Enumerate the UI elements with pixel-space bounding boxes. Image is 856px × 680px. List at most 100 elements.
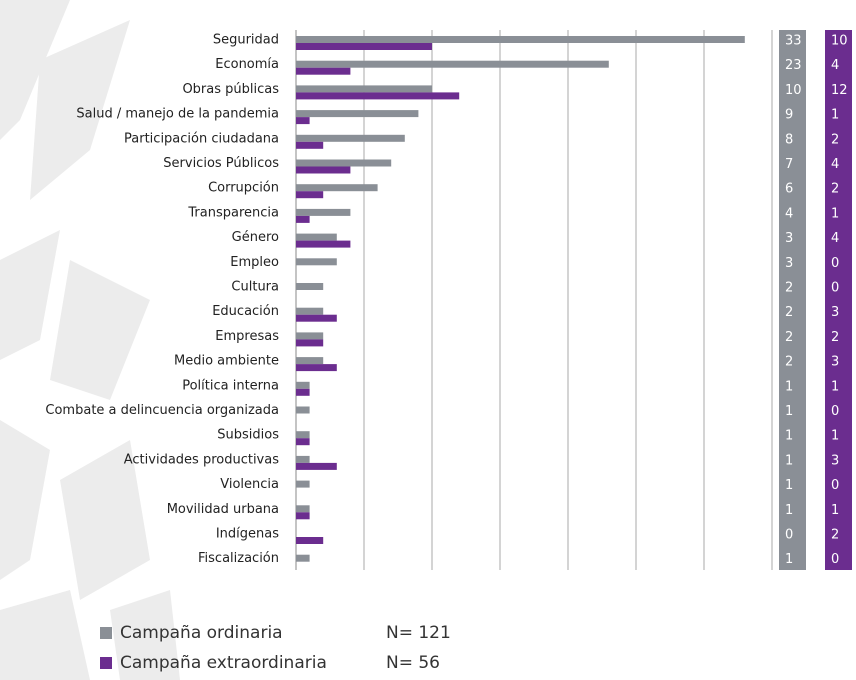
value-label: 1 xyxy=(785,404,793,419)
value-label: 6 xyxy=(785,182,793,197)
value-label: 1 xyxy=(785,429,793,444)
bar xyxy=(296,110,419,118)
value-label: 2 xyxy=(831,528,839,543)
value-label: 2 xyxy=(785,330,793,345)
category-label: Indígenas xyxy=(216,527,279,542)
category-label: Economía xyxy=(215,57,279,72)
value-label: 2 xyxy=(831,132,839,147)
bar xyxy=(296,480,310,488)
bar xyxy=(296,117,310,125)
value-column xyxy=(779,30,806,570)
value-label: 8 xyxy=(785,132,793,147)
legend-swatch xyxy=(100,627,112,639)
value-label: 3 xyxy=(785,231,793,246)
category-label: Subsidios xyxy=(217,428,279,443)
value-label: 23 xyxy=(785,58,802,73)
value-column xyxy=(825,30,852,570)
bar xyxy=(296,43,432,50)
value-label: 2 xyxy=(785,305,793,320)
value-label: 33 xyxy=(785,34,802,49)
bar xyxy=(296,455,310,463)
bar xyxy=(296,332,324,340)
value-label: 10 xyxy=(831,34,848,49)
bar xyxy=(296,364,337,372)
value-label: 1 xyxy=(831,379,839,394)
value-label: 4 xyxy=(785,206,793,221)
value-label: 2 xyxy=(785,355,793,370)
legend-note: N= 56 xyxy=(386,653,440,673)
value-label: 3 xyxy=(831,453,839,468)
category-label: Combate a delincuencia organizada xyxy=(45,403,279,418)
bar xyxy=(296,339,324,347)
bar xyxy=(296,438,310,446)
value-label: 0 xyxy=(831,256,839,271)
bar xyxy=(296,191,324,199)
value-label: 1 xyxy=(785,478,793,493)
category-label: Actividades productivas xyxy=(124,452,279,467)
value-label: 10 xyxy=(785,83,802,98)
bar xyxy=(296,406,310,414)
bar xyxy=(296,258,337,266)
value-label: 1 xyxy=(785,453,793,468)
value-label: 12 xyxy=(831,83,848,98)
bar xyxy=(296,283,324,290)
bar xyxy=(296,215,310,223)
bar xyxy=(296,505,310,513)
value-label: 1 xyxy=(831,503,839,518)
legend-swatch xyxy=(100,657,112,669)
category-label: Obras públicas xyxy=(182,82,279,97)
background-decoration xyxy=(0,0,180,680)
category-label: Transparencia xyxy=(187,205,279,220)
value-label: 4 xyxy=(831,157,839,172)
value-label: 1 xyxy=(831,429,839,444)
value-label: 0 xyxy=(831,404,839,419)
value-label: 1 xyxy=(785,552,793,567)
value-label: 0 xyxy=(785,528,793,543)
bar xyxy=(296,240,351,248)
category-label: Política interna xyxy=(182,378,279,393)
value-label: 2 xyxy=(785,281,793,296)
category-label: Salud / manejo de la pandemia xyxy=(76,107,279,122)
value-label: 7 xyxy=(785,157,793,172)
bar xyxy=(296,357,324,365)
bar xyxy=(296,208,351,216)
category-label: Empresas xyxy=(215,329,279,344)
value-label: 3 xyxy=(831,305,839,320)
bar xyxy=(296,512,310,520)
bar xyxy=(296,554,310,562)
bar xyxy=(296,184,378,192)
value-label: 1 xyxy=(785,379,793,394)
value-label: 2 xyxy=(831,330,839,345)
bar xyxy=(296,431,310,439)
bar xyxy=(296,159,392,167)
bar xyxy=(296,307,324,315)
bar xyxy=(296,537,324,544)
category-label: Servicios Públicos xyxy=(163,156,279,171)
value-label: 4 xyxy=(831,58,839,73)
category-label: Educación xyxy=(212,304,279,319)
value-label: 3 xyxy=(785,256,793,271)
category-label: Seguridad xyxy=(213,33,279,48)
legend-label: Campaña ordinaria xyxy=(120,623,283,643)
bar xyxy=(296,381,310,389)
bar xyxy=(296,134,405,142)
value-label: 2 xyxy=(831,182,839,197)
category-label: Violencia xyxy=(220,477,279,492)
category-label: Medio ambiente xyxy=(174,354,279,369)
bar xyxy=(296,141,324,149)
value-label: 0 xyxy=(831,478,839,493)
value-label: 0 xyxy=(831,552,839,567)
legend-label: Campaña extraordinaria xyxy=(120,653,327,673)
value-label: 9 xyxy=(785,108,793,123)
bar xyxy=(296,36,745,43)
category-label: Corrupción xyxy=(208,181,279,196)
bar xyxy=(296,60,609,68)
bar xyxy=(296,388,310,396)
category-label: Empleo xyxy=(230,255,279,270)
category-label: Género xyxy=(232,230,279,245)
value-label: 1 xyxy=(785,503,793,518)
value-label: 0 xyxy=(831,281,839,296)
bar xyxy=(296,462,337,470)
bar xyxy=(296,92,460,100)
category-label: Fiscalización xyxy=(198,551,279,566)
